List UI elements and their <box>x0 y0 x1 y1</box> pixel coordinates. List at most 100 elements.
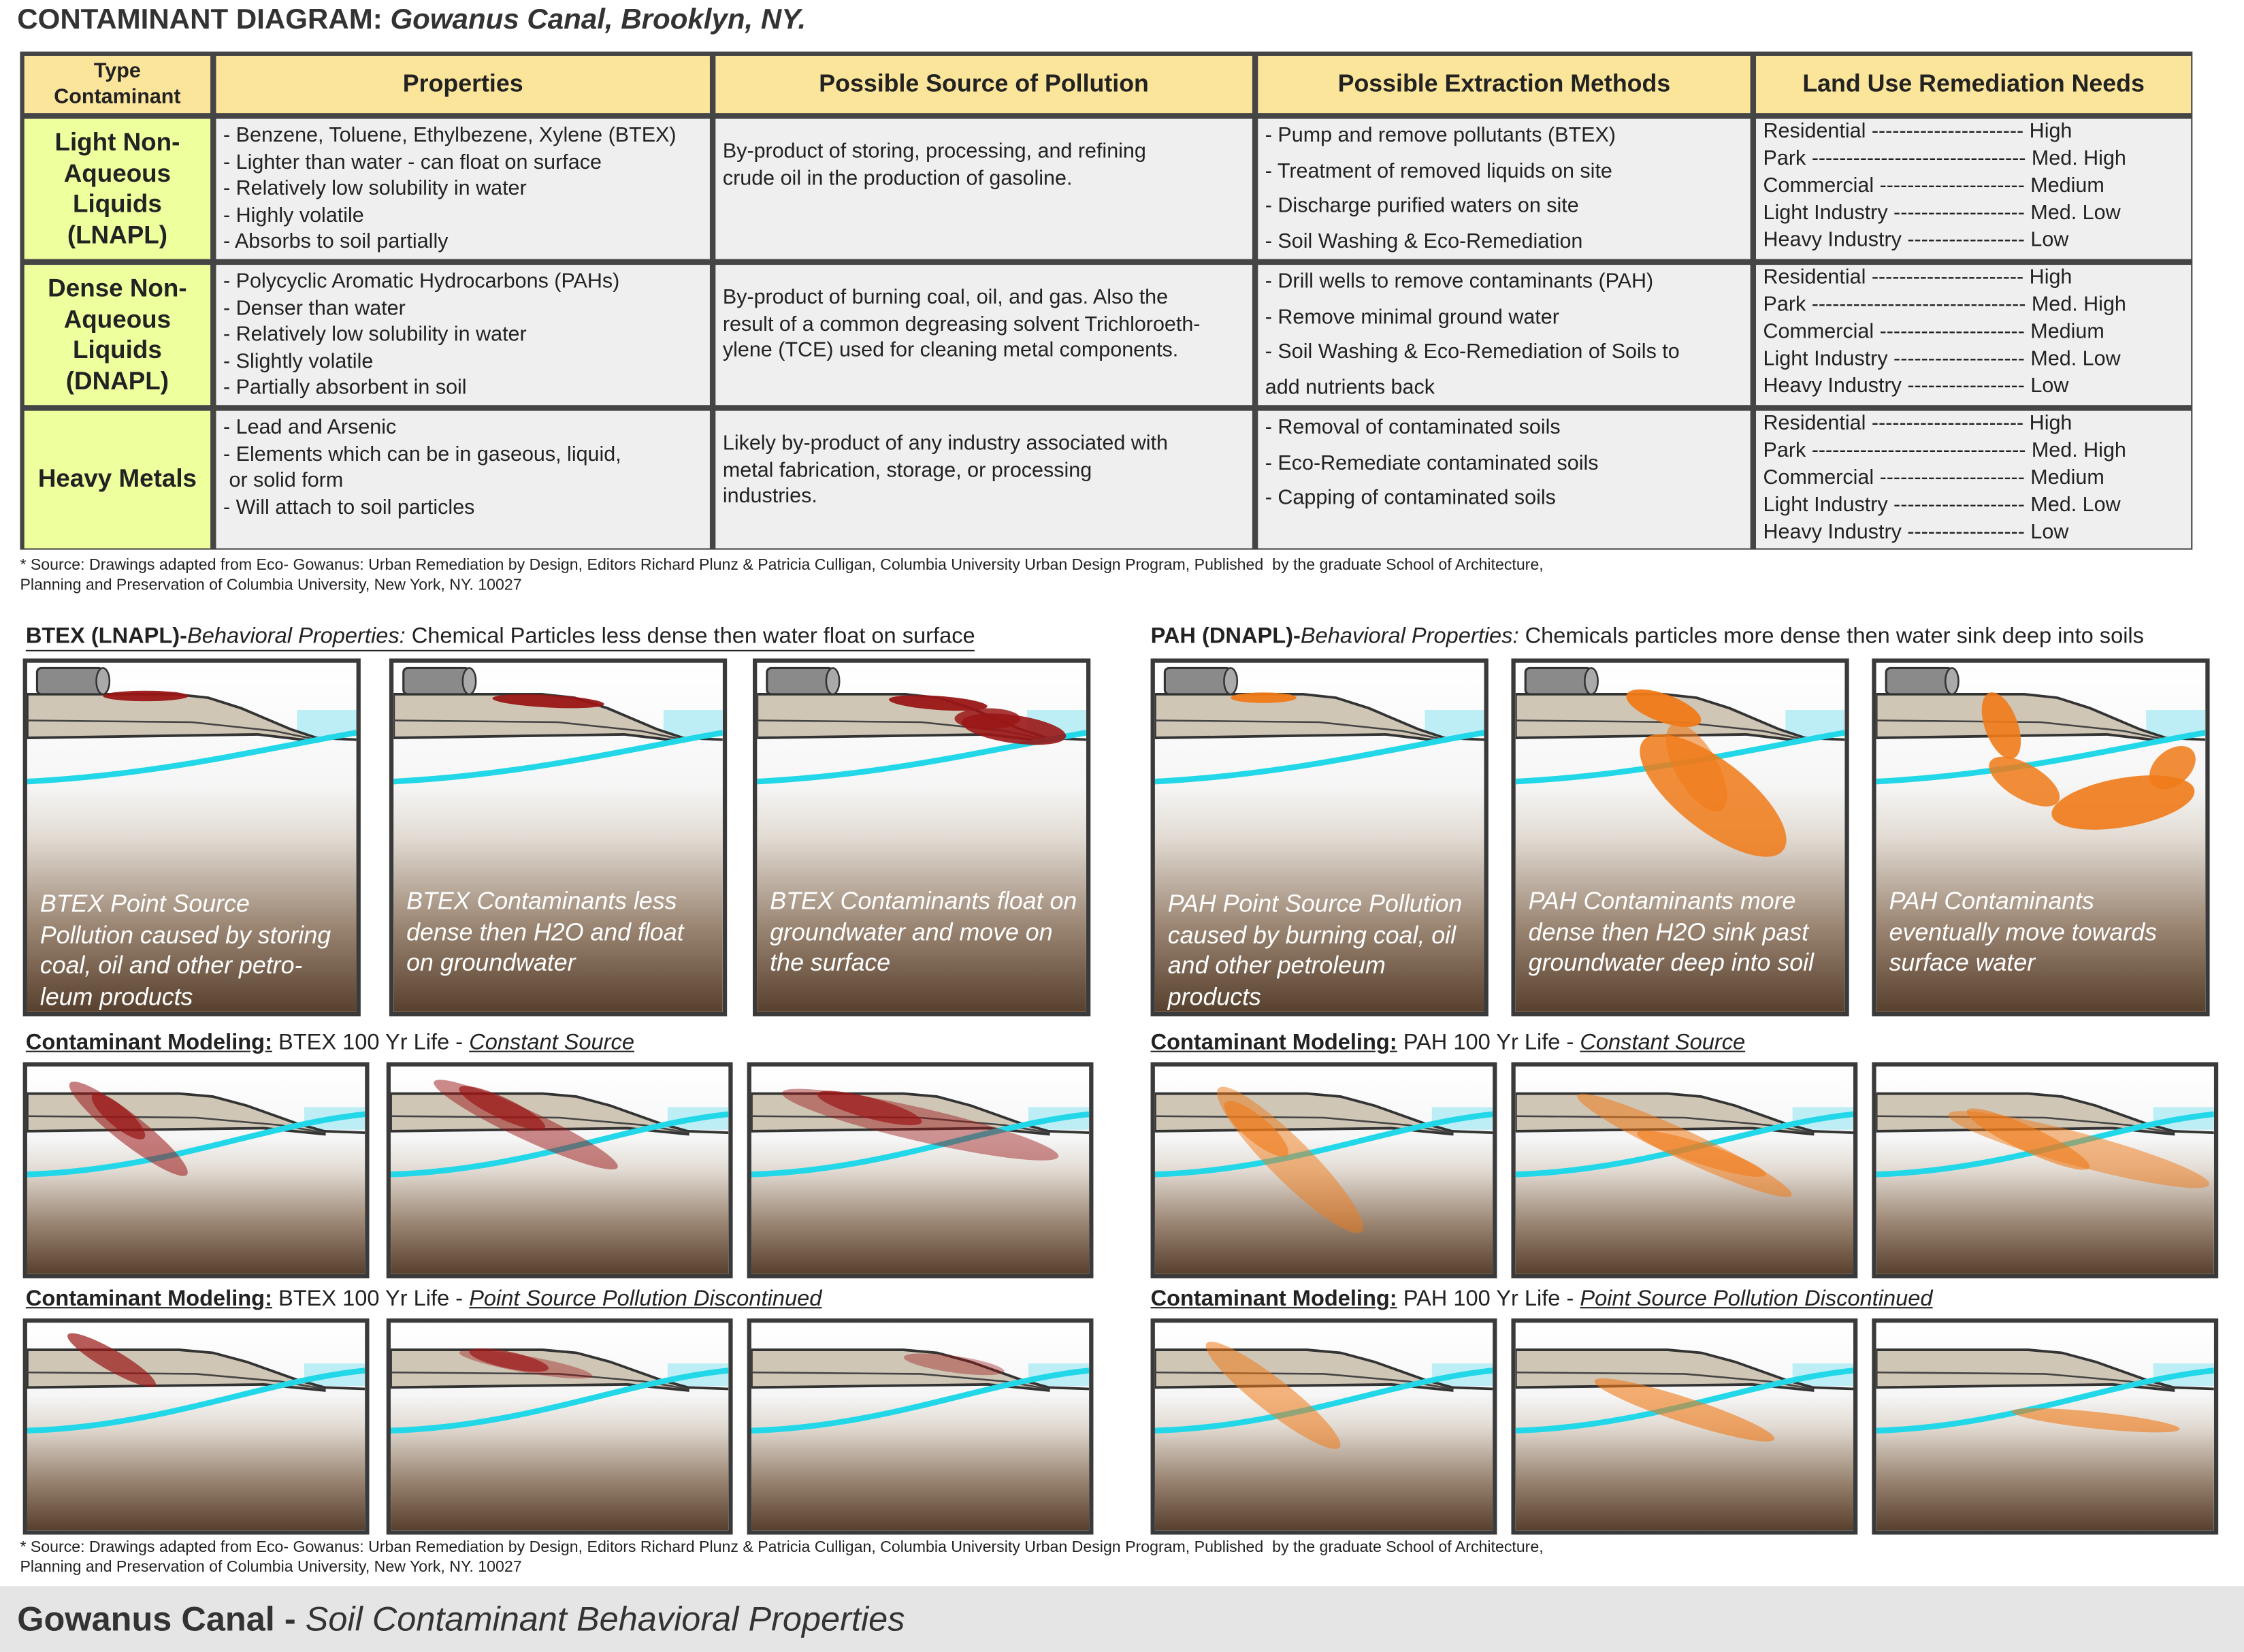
scene-polyline <box>1812 1129 1853 1134</box>
heading-italic: Behavioral Properties: <box>187 623 406 649</box>
scene-path <box>1154 1367 1493 1434</box>
model-panel <box>1150 1062 1497 1279</box>
scene-panel: BTEX Contaminants less dense then H2O and… <box>389 658 728 1017</box>
text-line: Likely by-product of any industry associ… <box>722 432 1169 455</box>
scene-ellipse <box>2051 775 2195 830</box>
text-line: Residential ---------------------- High <box>1763 120 2072 144</box>
scene <box>1154 1066 1493 1274</box>
text-line: - Treatment of removed liquids on site <box>1265 159 1612 183</box>
model-panel <box>1511 1062 1858 1279</box>
scene-ellipse <box>1223 667 1239 696</box>
column-header: Properties <box>216 56 710 114</box>
scene-panel: BTEX Point Source Pollution caused by sto… <box>22 658 361 1017</box>
column-header-text: Properties <box>403 70 523 99</box>
column-header: Possible Extraction Methods <box>1258 56 1751 114</box>
scene-ellipse <box>91 1093 146 1139</box>
scene-ellipse <box>817 1090 922 1126</box>
cell-source: By-product of storing, processing, and r… <box>715 118 1252 259</box>
text-line: Park ------------------------------- Med… <box>1763 293 2126 317</box>
scene <box>27 1066 365 1274</box>
text-line: - Elements which can be in gaseous, liqu… <box>223 442 621 466</box>
heading-italic: Behavioral Properties: <box>1300 623 1519 649</box>
scene <box>751 1066 1090 1274</box>
scene-polyline <box>27 719 317 741</box>
scene-ellipse <box>1944 667 1960 696</box>
header-line: Possible Source of Pollution <box>819 70 1149 98</box>
scene-path <box>751 1367 1090 1434</box>
text-line: crude oil in the production of gasoline. <box>722 167 1073 190</box>
scene-ellipse <box>825 667 841 696</box>
caption-line: dense then H2O sink past <box>1528 918 1809 946</box>
cell-source: Likely by-product of any industry associ… <box>715 410 1252 549</box>
scene-ellipse <box>1637 1130 1766 1177</box>
text-line: - Partially absorbent in soil <box>223 376 467 400</box>
cell-type: Heavy Metals <box>24 410 211 549</box>
scene-polyline <box>1812 1386 1853 1391</box>
text-line: - Highly volatile <box>223 204 364 227</box>
text-line: - Soil Washing & Eco-Remediation <box>1265 229 1583 253</box>
heading-bold: PAH (DNAPL)- <box>1150 623 1301 649</box>
scene <box>27 662 357 1012</box>
scene <box>393 662 723 1012</box>
scene-polyline <box>1048 1386 1090 1391</box>
table: Type Contaminant Properties Possible Source… <box>20 51 2193 550</box>
model-panel <box>1872 1062 2219 1279</box>
caption-line: dense then H2O and float <box>406 918 684 946</box>
heading-text: BTEX 100 Yr Life - <box>272 1286 470 1312</box>
note-line: Planning and Preservation of Columbia Un… <box>20 577 522 594</box>
scene-path <box>1876 730 2206 785</box>
scene-polyline <box>27 1371 325 1390</box>
text-line: Heavy Industry ----------------- Low <box>1763 521 2069 545</box>
scene-panel: PAH Contaminants more dense then H2O sink… <box>1511 658 1849 1017</box>
column-header-text: Type Contaminant <box>54 59 180 110</box>
caption-line: the surface <box>770 949 891 977</box>
caption-line: and other petroleum <box>1167 952 1386 979</box>
scene-path <box>27 1367 365 1434</box>
header-line: Possible Extraction Methods <box>1337 70 1671 98</box>
source-note: * Source: Drawings adapted from Eco- Gow… <box>20 555 1543 596</box>
note-line: * Source: Drawings adapted from Eco- Gow… <box>20 557 1544 574</box>
cell-properties: - Benzene, Toluene, Ethylbezene, Xylene … <box>216 118 710 259</box>
text-line: add nutrients back <box>1265 376 1435 399</box>
text-line: - Discharge purified waters on site <box>1265 195 1579 218</box>
caption: BTEX Contaminants float on groundwater an… <box>770 886 1077 979</box>
scene-polyline <box>687 1129 729 1134</box>
caption-line: Pollution caused by storing <box>39 921 331 949</box>
column-header: Type Contaminant <box>24 56 211 114</box>
caption: PAH Contaminants more dense then H2O sink… <box>1529 886 1814 979</box>
title: CONTAMINANT DIAGRAM: <box>17 4 383 36</box>
scene <box>391 1323 729 1531</box>
cell-type: Light Non- Aqueous Liquids (LNAPL) <box>24 118 211 259</box>
scene <box>757 662 1086 1012</box>
model-panel <box>747 1318 1094 1535</box>
caption-line: BTEX Point Source <box>39 890 250 918</box>
scene <box>1876 662 2206 1012</box>
scene-polyline <box>1452 1129 1493 1134</box>
column-header-text: Possible Extraction Methods <box>1338 70 1671 99</box>
source-note: * Source: Drawings adapted from Eco- Gow… <box>20 1538 1543 1578</box>
model-panel <box>22 1062 370 1279</box>
scene-ellipse <box>1626 689 1702 728</box>
caption-line: on groundwater <box>406 949 576 977</box>
text-line: - Lighter than water - can float on surf… <box>223 150 602 174</box>
text-line: - Drill wells to remove contaminants (PA… <box>1265 270 1654 294</box>
scene-rect <box>1163 666 1232 696</box>
scene-path <box>27 730 357 785</box>
scene-polygon <box>1876 1348 2175 1392</box>
scene-polyline <box>1876 719 2166 741</box>
cell-land-use: Residential ---------------------- High P… <box>1756 265 2192 406</box>
text-line: - Pump and remove pollutants (BTEX) <box>1265 124 1616 148</box>
scene-path <box>1876 1367 2214 1434</box>
scene-ellipse <box>1231 692 1297 703</box>
scene <box>751 1323 1090 1531</box>
text-line: - Relatively low solubility in water <box>223 177 527 201</box>
scene-polyline <box>2173 1129 2214 1134</box>
text-line: Residential ---------------------- High <box>1763 266 2072 289</box>
column-header-text: Possible Source of Pollution <box>819 70 1149 99</box>
scene-polyline <box>324 1129 365 1134</box>
text-line: metal fabrication, storage, or processin… <box>722 459 1092 482</box>
text-line: Commercial --------------------- Medium <box>1763 321 2104 344</box>
text-line: Heavy Industry ----------------- Low <box>1763 229 2069 253</box>
heading-text: Chemicals particles more dense then wate… <box>1518 623 2144 649</box>
caption: BTEX Contaminants less dense then H2O and… <box>406 886 683 979</box>
